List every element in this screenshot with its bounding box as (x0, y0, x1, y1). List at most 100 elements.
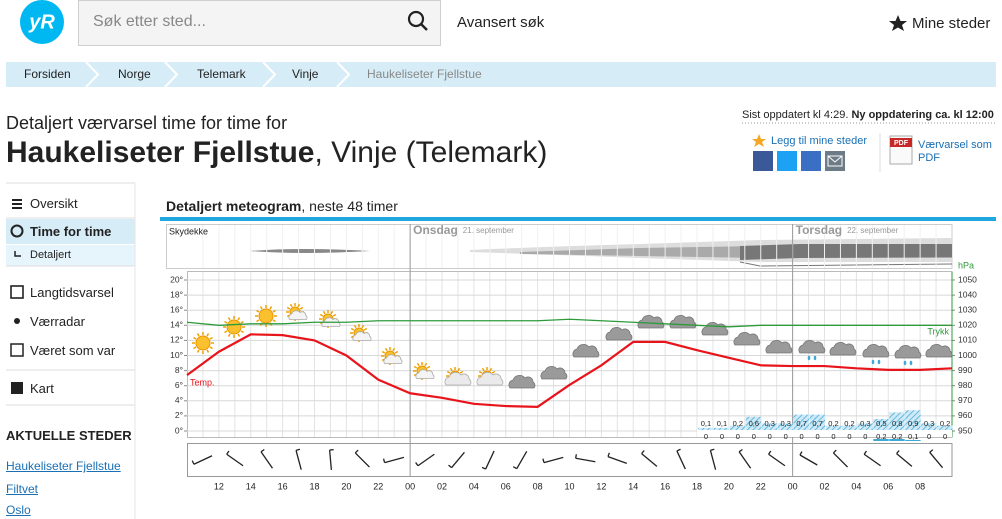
precip-min-label: 0 (943, 432, 947, 441)
menu-item[interactable]: Langtidsvarsel (30, 285, 114, 300)
breadcrumb-item[interactable]: Norge (118, 67, 151, 81)
facebook-icon[interactable] (753, 151, 773, 171)
pdf-icon-label[interactable]: PDF (894, 140, 909, 147)
weather-icon (286, 303, 308, 321)
y2-tick-label: 1020 (958, 320, 977, 330)
meteogram-title: Detaljert meteogram, neste 48 timer (166, 198, 398, 214)
menu-item[interactable]: Værradar (30, 314, 85, 329)
menu-item[interactable]: Detaljert (30, 249, 71, 261)
menu-item[interactable]: Kart (30, 381, 54, 396)
precip-label: 0,3 (924, 419, 934, 428)
x-tick-label: 06 (883, 481, 893, 491)
wind-barb (512, 466, 518, 470)
wind-arrow (226, 453, 244, 467)
wind-barb (415, 462, 419, 467)
wind-barb (295, 448, 301, 451)
y-tick-label: 6° (175, 380, 183, 390)
gplus-icon[interactable] (801, 151, 821, 171)
sun-ray (392, 347, 396, 352)
place-link[interactable]: Oslo (6, 503, 31, 517)
breadcrumb-item[interactable]: Forsiden (24, 67, 71, 81)
precip-strip (697, 430, 952, 437)
breadcrumb-item[interactable]: Telemark (197, 67, 246, 81)
sun-ray (491, 370, 496, 374)
day-date: 21. september (463, 226, 514, 235)
y-tick-label: 8° (175, 365, 183, 375)
cloud-label: Skydekke (169, 226, 208, 236)
precip-bar (761, 423, 778, 430)
precip-min-label: 0 (752, 432, 756, 441)
sun-ray (330, 310, 334, 315)
precip-bar (857, 423, 873, 430)
x-tick-label: 16 (660, 481, 670, 491)
sun-ray (413, 365, 418, 369)
breadcrumb-item: Haukeliseter Fjellstue (367, 67, 482, 81)
weather-icon (894, 345, 922, 366)
precip-min-mark (873, 439, 889, 441)
search-icon[interactable] (407, 10, 425, 28)
mail-icon[interactable] (827, 155, 843, 167)
star-icon[interactable] (752, 134, 766, 147)
weather-icon (925, 344, 953, 358)
sun (258, 308, 274, 324)
wind-arrow (516, 451, 528, 469)
wind-arrow (738, 451, 752, 469)
menu-item[interactable]: Været som var (30, 343, 116, 358)
precip-label: 0,6 (749, 419, 759, 428)
advanced-search-link[interactable]: Avansert søk (457, 14, 545, 31)
search-placeholder[interactable]: Søk etter sted... (93, 13, 206, 30)
wind-arrow (929, 451, 944, 469)
precip-bar (873, 419, 889, 430)
sun-ray (269, 306, 273, 310)
cloud (508, 375, 536, 389)
precip-bar (698, 427, 714, 430)
wind-arrow (832, 452, 849, 468)
logo-circle[interactable] (20, 0, 64, 44)
x-tick-label: 14 (628, 481, 638, 491)
wind-arrow (676, 450, 686, 470)
menu-item[interactable]: Time for time (30, 224, 112, 239)
pdf-link[interactable]: Værvarsel som PDF (918, 139, 992, 164)
wind-arrow (328, 449, 333, 471)
star-icon[interactable] (889, 15, 907, 31)
series-line (186, 318, 952, 328)
place-link[interactable]: Filtvet (6, 482, 39, 496)
x-tick-label: 14 (246, 481, 256, 491)
pdf-icon[interactable] (890, 138, 912, 147)
precip-min-label: 0 (704, 432, 708, 441)
y2-tick-label: 1050 (958, 274, 977, 284)
logo[interactable]: yR (28, 11, 55, 33)
sun-ray (489, 367, 493, 372)
menu-item[interactable]: Oversikt (30, 196, 78, 211)
mail-icon[interactable] (827, 155, 843, 163)
precip-min-label: 0,2 (876, 432, 886, 441)
y-tick-label: 2° (175, 410, 183, 420)
weather-icon (192, 332, 214, 354)
sun-ray (361, 324, 365, 329)
weather-icon (637, 315, 665, 329)
y2-axis-label: hPa (958, 260, 974, 270)
breadcrumb-item[interactable]: Vinje (292, 67, 319, 81)
chart-title: Detaljert meteogram (166, 198, 302, 214)
sun-ray (381, 350, 386, 354)
wind-barb (896, 450, 900, 454)
search-icon[interactable] (420, 23, 428, 31)
wind-arrow (863, 453, 881, 467)
my-places-link[interactable]: Mine steder (912, 15, 991, 32)
cloud (540, 366, 568, 380)
sun-ray (350, 327, 355, 331)
twitter-icon[interactable] (777, 151, 797, 171)
y-tick-label: 16° (170, 304, 183, 314)
y2-tick-label: 1030 (958, 304, 977, 314)
cloud (862, 344, 890, 358)
precip-bar (889, 412, 905, 430)
search-box[interactable] (78, 0, 441, 46)
wind-barb (641, 450, 645, 454)
add-place-link[interactable]: Legg til mine steder (771, 135, 867, 147)
precip-min-label: 0 (800, 432, 804, 441)
precip-label: 0,1 (701, 419, 711, 428)
sun-ray (478, 370, 483, 374)
weather-icon (862, 344, 890, 365)
place-link[interactable]: Haukeliseter Fjellstue (6, 459, 121, 473)
day-name: Onsdag (413, 223, 458, 237)
